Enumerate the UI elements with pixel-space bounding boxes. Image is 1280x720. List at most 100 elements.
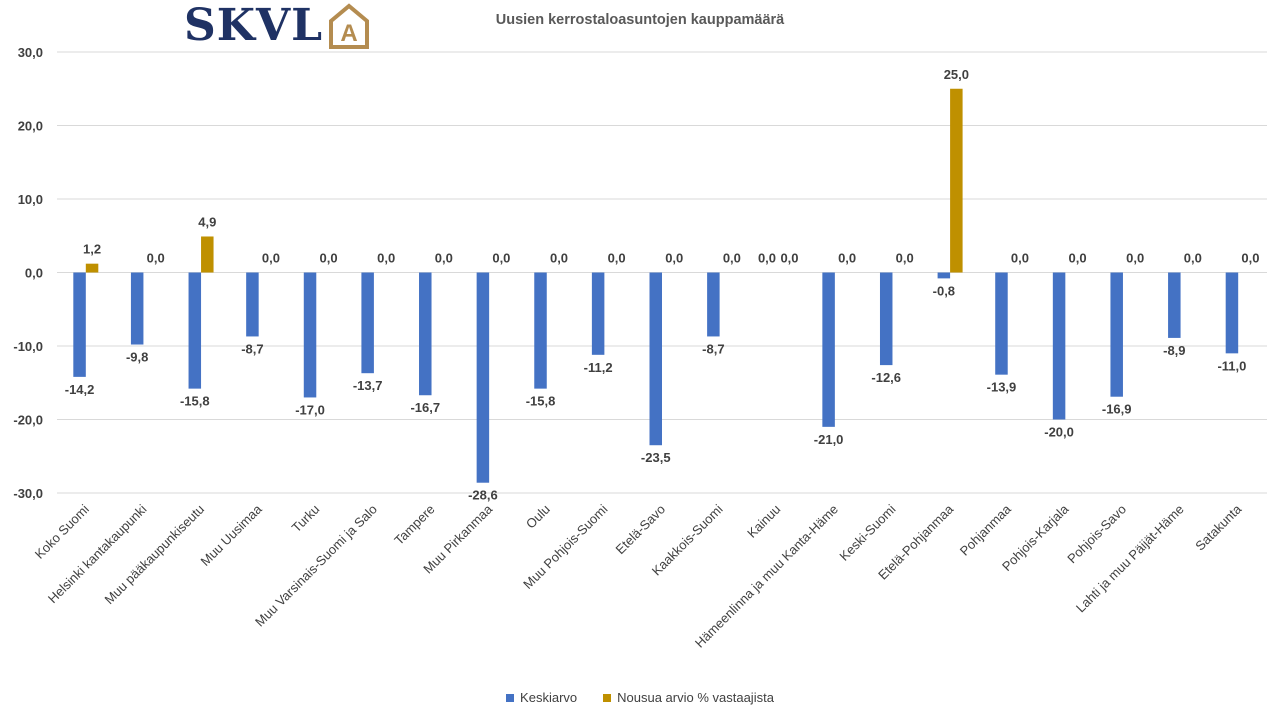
legend-swatch-nousua (603, 693, 612, 702)
bar-keskiarvo (649, 272, 662, 446)
x-category-label: Tampere (391, 502, 437, 548)
data-label-keskiarvo: -15,8 (180, 394, 210, 409)
data-label-nousua: 0,0 (262, 251, 280, 266)
data-label-keskiarvo: -8,9 (1163, 343, 1185, 358)
bar-keskiarvo (1225, 272, 1239, 354)
x-category-label: Keski-Suomi (836, 501, 898, 563)
y-tick-label: 0,0 (25, 266, 43, 281)
y-tick-label: 20,0 (18, 119, 43, 134)
data-label-keskiarvo: -13,7 (353, 378, 383, 393)
data-label-keskiarvo: -9,8 (126, 350, 148, 365)
data-labels: -14,2 -9,8 -15,8 -8,7 -17,0 -13,7 -16,7 -28,6 -1… (65, 67, 1260, 503)
legend-label-keskiarvo: Keskiarvo (520, 690, 578, 705)
data-label-keskiarvo: -13,9 (987, 380, 1017, 395)
data-label-nousua: 0,0 (1241, 251, 1259, 266)
bar-keskiarvo (361, 272, 374, 374)
bar-keskiarvo (476, 272, 490, 483)
chart-title-text: Uusien kerrostaloasuntojen kauppamäärä (495, 12, 785, 28)
data-label-nousua: 0,0 (1126, 251, 1144, 266)
x-category-label: Turku (289, 502, 323, 536)
bar-keskiarvo (73, 272, 86, 377)
bar-keskiarvo (591, 272, 605, 355)
data-label-nousua: 0,0 (550, 251, 568, 266)
bar-keskiarvo (1168, 272, 1181, 338)
data-label-nousua: 0,0 (780, 251, 798, 266)
legend-item-nousua: Nousua arvio % vastaajista (603, 690, 774, 705)
skvl-logo: SKVL A (184, 2, 371, 50)
x-category-label: Muu Uusimaa (197, 501, 265, 569)
bar-nousua (950, 88, 963, 273)
data-label-keskiarvo: 0,0 (758, 251, 776, 266)
legend-swatch-keskiarvo (506, 693, 515, 702)
data-label-nousua: 0,0 (1011, 251, 1029, 266)
data-label-nousua: 0,0 (435, 251, 453, 266)
x-category-label: Kainuu (744, 502, 783, 541)
data-label-nousua: 1,2 (83, 242, 101, 257)
y-tick-label: 10,0 (18, 192, 43, 207)
data-label-nousua: 0,0 (665, 251, 683, 266)
x-category-label: Etelä-Savo (613, 502, 669, 558)
data-label-keskiarvo: -21,0 (814, 432, 844, 447)
bar-keskiarvo (995, 272, 1008, 375)
y-tick-label: -30,0 (13, 486, 43, 501)
bar-keskiarvo (303, 272, 317, 398)
data-label-nousua: 0,0 (723, 251, 741, 266)
y-tick-label: -10,0 (13, 339, 43, 354)
house-logo-icon: A (329, 3, 370, 49)
data-label-nousua: 0,0 (1069, 251, 1087, 266)
bar-nousua (201, 236, 214, 273)
data-label-nousua: 4,9 (198, 214, 216, 229)
x-category-label: Muu Varsinais-Suomi ja Salo (252, 502, 380, 630)
data-label-keskiarvo: -16,9 (1102, 402, 1132, 417)
bar-keskiarvo (534, 272, 547, 389)
bar-keskiarvo (707, 272, 720, 337)
data-label-nousua: 0,0 (838, 251, 856, 266)
bar-keskiarvo (188, 272, 202, 389)
y-tick-label: -20,0 (13, 413, 43, 428)
bar-keskiarvo (1052, 272, 1066, 420)
data-label-nousua: 0,0 (377, 251, 395, 266)
x-category-label: Muu pääkaupunkiseutu (102, 502, 208, 608)
x-category-label: Helsinki kantakaupunki (45, 501, 150, 606)
logo-text: SKVL (184, 0, 324, 51)
legend-item-keskiarvo: Keskiarvo (506, 690, 577, 705)
y-tick-label: 30,0 (18, 45, 43, 60)
bar-keskiarvo (419, 272, 432, 396)
data-label-keskiarvo: -11,2 (584, 360, 613, 375)
data-label-nousua: 0,0 (896, 251, 914, 266)
data-label-nousua: 0,0 (319, 251, 337, 266)
x-category-label: Satakunta (1192, 501, 1245, 554)
data-label-nousua: 25,0 (944, 67, 969, 82)
plot-area: 30,0 20,0 10,0 0,0 -10,0 -20,0 -30,0 -14,2 -9,8… (13, 45, 1267, 651)
data-label-keskiarvo: -15,8 (526, 394, 556, 409)
data-label-nousua: 0,0 (608, 251, 626, 266)
data-label-nousua: 0,0 (1184, 251, 1202, 266)
data-label-keskiarvo: -8,7 (241, 341, 263, 356)
bar-keskiarvo (130, 272, 144, 345)
x-category-label: Koko Suomi (32, 501, 92, 561)
bar-keskiarvo (1110, 272, 1123, 397)
data-label-keskiarvo: -23,5 (641, 450, 671, 465)
bar-nousua (85, 263, 99, 273)
bar-keskiarvo (246, 272, 259, 337)
logo-mark-letter: A (340, 20, 357, 47)
x-category-label: Oulu (523, 502, 553, 532)
bar-keskiarvo (822, 272, 835, 427)
legend-label-nousua: Nousua arvio % vastaajista (617, 690, 774, 705)
data-label-keskiarvo: -8,7 (702, 341, 724, 356)
x-category-label: Pohjois-Savo (1064, 502, 1129, 567)
data-label-nousua: 0,0 (492, 251, 510, 266)
x-category-label: Pohjanmaa (957, 501, 1015, 559)
bars (73, 88, 1239, 483)
y-axis-ticks: 30,0 20,0 10,0 0,0 -10,0 -20,0 -30,0 (13, 45, 43, 501)
bar-keskiarvo (879, 272, 893, 366)
data-label-keskiarvo: -17,0 (295, 402, 325, 417)
chart-title: Uusien kerrostaloasuntojen kauppamäärä (0, 12, 1280, 28)
data-label-keskiarvo: -20,0 (1044, 425, 1074, 440)
x-category-label: Lahti ja muu Päijät-Häme (1073, 502, 1187, 616)
data-label-keskiarvo: -0,8 (933, 283, 955, 298)
data-label-keskiarvo: -12,6 (871, 370, 901, 385)
bar-keskiarvo (937, 272, 951, 279)
